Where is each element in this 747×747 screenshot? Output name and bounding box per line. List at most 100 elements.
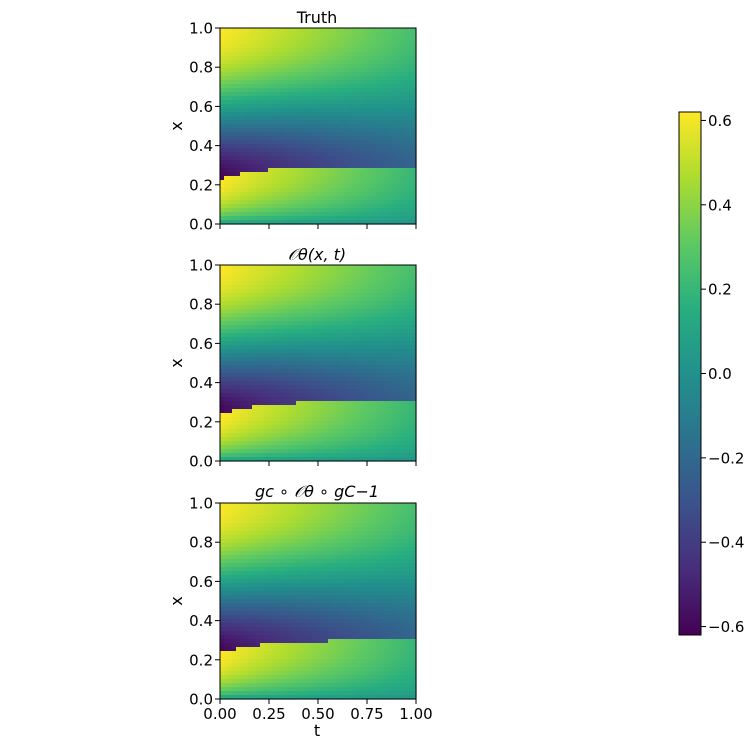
heatmap-cell bbox=[292, 325, 297, 330]
heatmap-cell bbox=[252, 333, 257, 338]
heatmap-cell bbox=[412, 425, 417, 430]
heatmap-cell bbox=[268, 385, 273, 390]
heatmap-cell bbox=[324, 361, 329, 366]
heatmap-cell bbox=[240, 180, 245, 185]
heatmap-cell bbox=[228, 160, 233, 165]
heatmap-cell bbox=[268, 373, 273, 378]
heatmap-cell bbox=[336, 373, 341, 378]
heatmap-cell bbox=[252, 507, 257, 512]
heatmap-cell bbox=[320, 76, 325, 81]
heatmap-cell bbox=[220, 353, 225, 358]
heatmap-cell bbox=[300, 48, 305, 53]
heatmap-cell bbox=[408, 265, 413, 270]
heatmap-cell bbox=[400, 441, 405, 446]
heatmap-cell bbox=[284, 220, 289, 225]
heatmap-cell bbox=[248, 341, 253, 346]
heatmap-cell bbox=[288, 401, 293, 406]
heatmap-cell bbox=[240, 124, 245, 129]
heatmap-cell bbox=[224, 48, 229, 53]
heatmap-cell bbox=[244, 401, 249, 406]
heatmap-cell bbox=[220, 281, 225, 286]
heatmap-cell bbox=[340, 425, 345, 430]
heatmap-cell bbox=[332, 353, 337, 358]
heatmap-cell bbox=[240, 100, 245, 105]
heatmap-cell bbox=[392, 297, 397, 302]
heatmap-cell bbox=[288, 60, 293, 65]
heatmap-cell bbox=[256, 72, 261, 77]
heatmap-cell bbox=[232, 104, 237, 109]
heatmap-cell bbox=[396, 433, 401, 438]
heatmap-cell bbox=[284, 353, 289, 358]
heatmap-cell bbox=[260, 361, 265, 366]
heatmap-cell bbox=[272, 353, 277, 358]
heatmap-cell bbox=[304, 429, 309, 434]
heatmap-cell bbox=[344, 449, 349, 454]
heatmap-cell bbox=[248, 337, 253, 342]
heatmap-cell bbox=[328, 220, 333, 225]
heatmap-cell bbox=[272, 132, 277, 137]
heatmap-cell bbox=[400, 345, 405, 350]
heatmap-cell bbox=[236, 413, 241, 418]
heatmap-cell bbox=[316, 309, 321, 314]
heatmap-cell bbox=[400, 293, 405, 298]
heatmap-cell bbox=[336, 453, 341, 458]
heatmap-cell bbox=[392, 208, 397, 213]
heatmap-cell bbox=[412, 429, 417, 434]
heatmap-cell bbox=[240, 128, 245, 133]
heatmap-cell bbox=[220, 100, 225, 105]
heatmap-cell bbox=[268, 124, 273, 129]
heatmap-image bbox=[220, 503, 417, 700]
heatmap-cell bbox=[408, 421, 413, 426]
heatmap-cell bbox=[332, 208, 337, 213]
heatmap-cell bbox=[404, 273, 409, 278]
heatmap-cell bbox=[320, 204, 325, 209]
heatmap-cell bbox=[220, 507, 225, 512]
heatmap-cell bbox=[400, 212, 405, 217]
heatmap-cell bbox=[268, 401, 273, 406]
heatmap-cell bbox=[380, 96, 385, 101]
heatmap-cell bbox=[368, 401, 373, 406]
heatmap-cell bbox=[364, 128, 369, 133]
heatmap-cell bbox=[260, 409, 265, 414]
heatmap-cell bbox=[396, 152, 401, 157]
heatmap-cell bbox=[368, 212, 373, 217]
heatmap-cell bbox=[388, 325, 393, 330]
heatmap-cell bbox=[360, 381, 365, 386]
heatmap-cell bbox=[224, 381, 229, 386]
heatmap-cell bbox=[220, 60, 225, 65]
heatmap-cell bbox=[376, 317, 381, 322]
heatmap-cell bbox=[296, 293, 301, 298]
heatmap-cell bbox=[276, 353, 281, 358]
heatmap-cell bbox=[364, 200, 369, 205]
heatmap-cell bbox=[320, 48, 325, 53]
heatmap-cell bbox=[280, 345, 285, 350]
heatmap-cell bbox=[232, 52, 237, 57]
heatmap-cell bbox=[280, 144, 285, 149]
heatmap-cell bbox=[324, 212, 329, 217]
heatmap-cell bbox=[348, 301, 353, 306]
heatmap-cell bbox=[360, 309, 365, 314]
heatmap-cell bbox=[412, 52, 417, 57]
heatmap-cell bbox=[224, 32, 229, 37]
heatmap-cell bbox=[364, 124, 369, 129]
heatmap-cell bbox=[396, 156, 401, 161]
heatmap-cell bbox=[224, 321, 229, 326]
heatmap-cell bbox=[308, 48, 313, 53]
heatmap-cell bbox=[348, 112, 353, 117]
heatmap-cell bbox=[324, 329, 329, 334]
heatmap-cell bbox=[300, 216, 305, 221]
heatmap-cell bbox=[320, 164, 325, 169]
heatmap-cell bbox=[360, 341, 365, 346]
heatmap-cell bbox=[272, 160, 277, 165]
heatmap-cell bbox=[372, 200, 377, 205]
heatmap-cell bbox=[244, 277, 249, 282]
heatmap-cell bbox=[404, 36, 409, 41]
heatmap-cell bbox=[256, 413, 261, 418]
heatmap-cell bbox=[232, 44, 237, 49]
heatmap-cell bbox=[404, 365, 409, 370]
heatmap-cell bbox=[244, 385, 249, 390]
heatmap-cell bbox=[372, 188, 377, 193]
heatmap-cell bbox=[408, 373, 413, 378]
heatmap-cell bbox=[276, 507, 281, 512]
heatmap-cell bbox=[236, 417, 241, 422]
